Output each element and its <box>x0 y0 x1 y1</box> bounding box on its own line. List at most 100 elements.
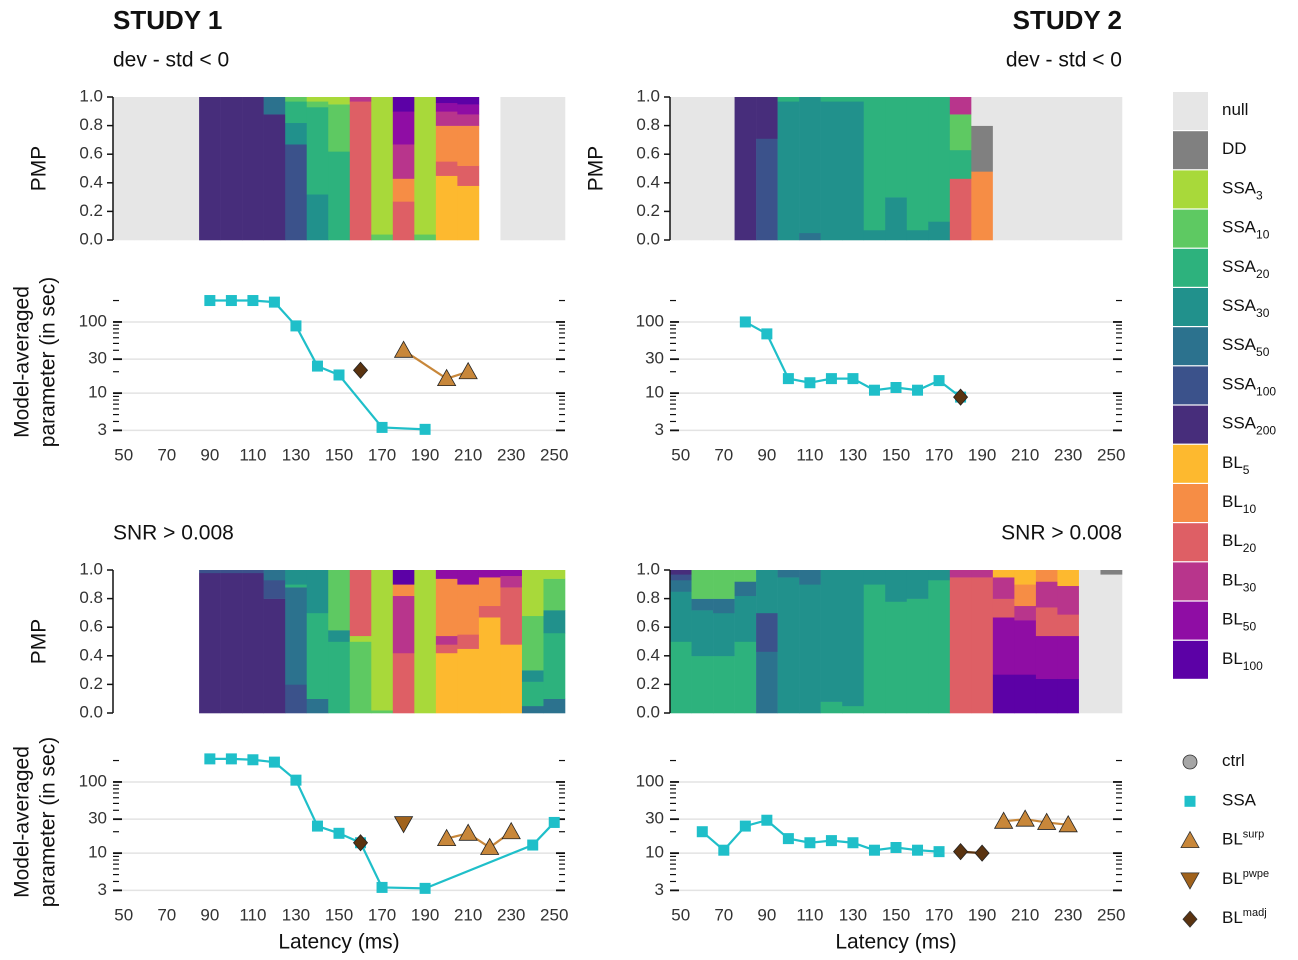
y-axis-label: PMP <box>585 146 608 192</box>
legend-marker <box>1184 795 1196 807</box>
pmp-segment <box>220 572 243 714</box>
pmp-segment <box>457 104 480 115</box>
x-tick-label: 170 <box>925 905 953 924</box>
legend-name: SSA <box>1222 336 1257 355</box>
x-tick-label: 210 <box>454 905 482 924</box>
pmp-segment <box>371 234 394 241</box>
data-point <box>696 826 708 838</box>
x-tick-label: 250 <box>540 445 568 464</box>
pmp-segment <box>242 97 264 241</box>
series-line <box>402 349 469 380</box>
y-tick-label: 10 <box>88 383 107 402</box>
pmp-segment <box>799 584 821 714</box>
pmp-segment <box>1057 97 1080 241</box>
legend-label: BL5 <box>1222 453 1250 477</box>
pmp-segment <box>842 570 865 707</box>
legend-name: SSA <box>1222 375 1257 394</box>
pmp-segment <box>177 97 200 241</box>
series-line <box>209 757 556 890</box>
legend-sub: 30 <box>1243 581 1257 595</box>
pmp-segment <box>392 595 415 654</box>
pmp-segment <box>306 570 329 614</box>
y-tick-label: 30 <box>645 809 664 828</box>
pmp-segment <box>306 107 329 195</box>
data-point <box>393 340 414 358</box>
data-point <box>333 369 345 381</box>
pmp-segment <box>500 587 523 645</box>
data-point <box>458 361 478 380</box>
pmp-segment <box>328 641 351 714</box>
x-tick-label: 230 <box>1054 445 1082 464</box>
data-point <box>247 295 259 307</box>
y-tick-label: 0.2 <box>636 674 660 693</box>
x-tick-label: 150 <box>882 905 910 924</box>
data-point <box>825 373 837 385</box>
legend-name: BL <box>1222 492 1243 511</box>
pmp-segment <box>1035 581 1058 608</box>
pmp-segment <box>691 655 714 714</box>
legend-name: BL <box>1222 453 1243 472</box>
x-tick-label: 170 <box>925 445 953 464</box>
y-axis-label: PMP <box>28 146 51 192</box>
pmp-segment <box>1014 605 1037 621</box>
x-tick-label: 50 <box>671 905 690 924</box>
pmp-segment <box>799 232 821 241</box>
y-tick-label: 0.8 <box>636 115 660 134</box>
legend-name: BL <box>1222 649 1243 668</box>
pmp-segment <box>285 97 308 102</box>
legend-sub: 100 <box>1256 385 1276 399</box>
data-point <box>912 384 924 396</box>
pmp-segment <box>457 114 480 126</box>
legend-swatch <box>1173 288 1208 326</box>
x-tick-label: 190 <box>968 905 996 924</box>
pmp-segment <box>220 97 243 241</box>
pmp-segment <box>435 652 458 714</box>
legend-name: SSA <box>1222 414 1257 433</box>
pmp-segment <box>713 97 735 241</box>
pmp-segment <box>1057 614 1080 637</box>
pmp-segment <box>992 598 1015 618</box>
legend-label: DD <box>1222 140 1247 159</box>
x-axis-label: Latency (ms) <box>278 931 399 954</box>
y-tick-label: 3 <box>655 880 664 899</box>
pmp-segment <box>820 101 843 241</box>
legend-label: BL10 <box>1222 492 1256 516</box>
pmp-segment <box>971 97 994 126</box>
pmp-segment <box>414 234 437 241</box>
y-tick-label: 0.4 <box>636 645 660 664</box>
legend-label: BL30 <box>1222 571 1256 595</box>
pmp-segment <box>285 144 308 241</box>
pmp-segment <box>1035 97 1058 241</box>
pmp-segment <box>392 201 415 241</box>
x-tick-label: 190 <box>411 445 439 464</box>
pmp-segment <box>691 598 714 611</box>
pmp-segment <box>285 570 308 585</box>
pmp-segment <box>392 178 415 202</box>
x-tick-label: 90 <box>200 445 219 464</box>
legend-swatch <box>1173 523 1208 562</box>
data-point <box>974 844 990 862</box>
y-axis-label: parameter (in sec) <box>37 277 60 447</box>
panel-subtitle: SNR > 0.008 <box>1001 522 1122 545</box>
pmp-segment <box>521 615 544 671</box>
data-point <box>739 820 751 832</box>
pmp-segment <box>670 97 692 241</box>
pmp-segment <box>543 578 566 611</box>
pmp-segment <box>1014 620 1037 675</box>
x-tick-label: 130 <box>839 445 867 464</box>
legend-swatch <box>1173 601 1208 640</box>
legend-label: SSA200 <box>1222 414 1276 438</box>
x-tick-label: 170 <box>368 445 396 464</box>
pmp-segment <box>457 648 480 714</box>
x-tick-label: 210 <box>1011 445 1039 464</box>
pmp-segment <box>478 617 501 714</box>
y-tick-label: 3 <box>98 880 107 899</box>
legend-sub: 10 <box>1256 228 1270 242</box>
y-tick-label: 100 <box>636 311 664 330</box>
legend-swatch <box>1173 327 1208 366</box>
pmp-segment <box>500 644 523 714</box>
legend-name: BL <box>1222 571 1243 590</box>
y-tick-label: 3 <box>655 420 664 439</box>
x-tick-label: 70 <box>157 905 176 924</box>
legend-name: BL <box>1222 830 1243 849</box>
